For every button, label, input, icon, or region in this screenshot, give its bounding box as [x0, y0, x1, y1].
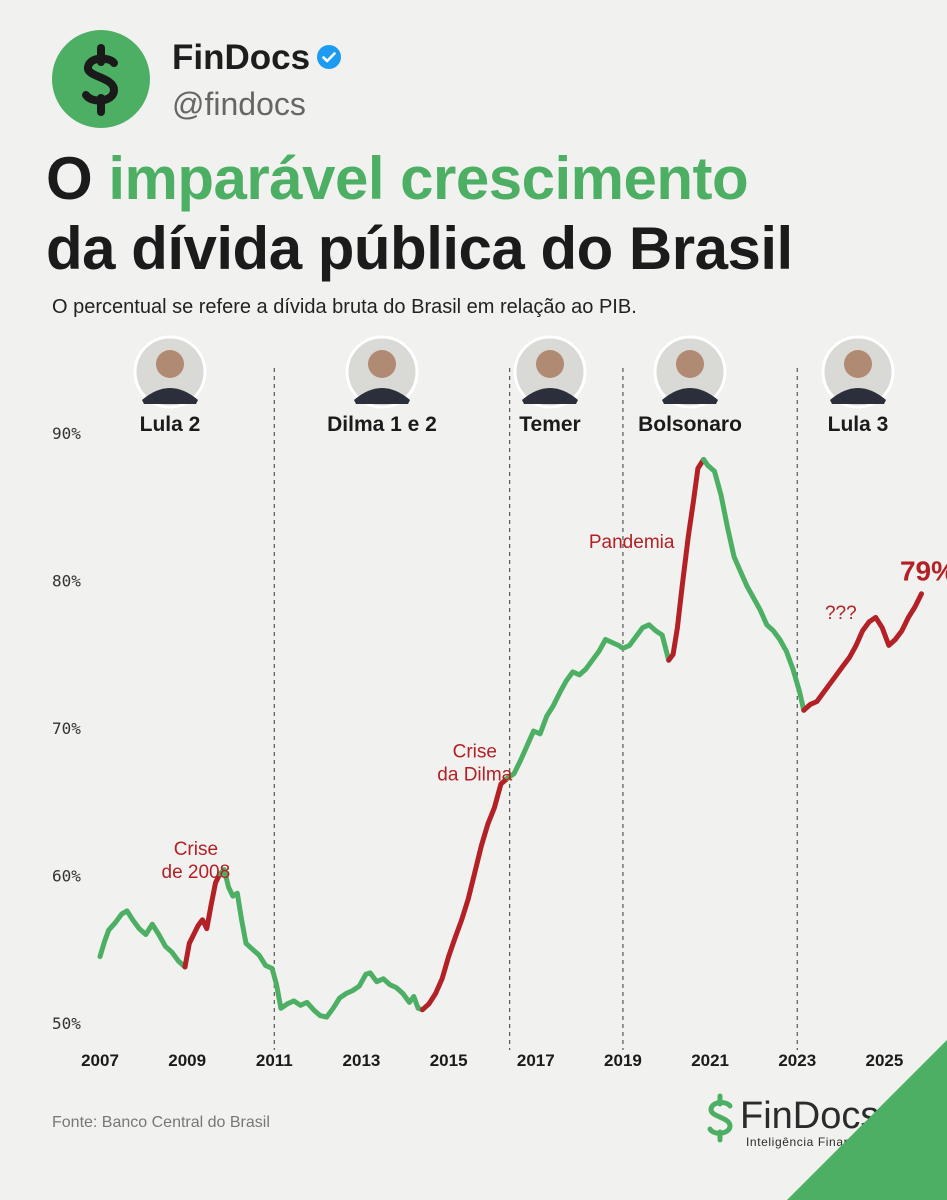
x-tick-label: 2015 [430, 1051, 468, 1070]
debt-line [97, 457, 924, 1020]
brand-dollar-icon [707, 1093, 733, 1143]
period-label: Bolsonaro [638, 413, 742, 436]
page-title: O imparável crescimento da dívida públic… [46, 144, 926, 284]
account-handle[interactable]: @findocs [172, 86, 306, 122]
event-annotation: ??? [825, 603, 857, 624]
period-headers: Lula 2 Dilma 1 e 2 Temer Bolsonaro Lula 3 [133, 335, 895, 436]
x-tick-label: 2017 [517, 1051, 555, 1070]
debt-chart: Lula 2 Dilma 1 e 2 Temer Bolsonaro Lula 3 90… [52, 335, 947, 1070]
x-tick-label: 2019 [604, 1051, 642, 1070]
event-annotation: Crise da Dilma [437, 742, 512, 786]
corner-accent [787, 1040, 947, 1200]
account-name[interactable]: FinDocs [172, 38, 342, 78]
period-label: Temer [519, 413, 580, 436]
temer-portrait-icon [513, 335, 587, 409]
verified-badge-icon [317, 44, 342, 69]
account-name-text: FinDocs [172, 38, 311, 77]
y-tick-label: 50% [52, 1014, 81, 1033]
period-dividers [273, 368, 798, 1050]
chart-subtitle: O percentual se refere a dívida bruta do… [52, 296, 637, 318]
debt-line-segment-green [701, 457, 807, 713]
x-tick-label: 2011 [256, 1051, 293, 1070]
y-tick-label: 60% [52, 867, 81, 886]
y-axis-ticks: 90% 80% 70% 60% 50% [52, 424, 81, 1033]
x-tick-label: 2007 [81, 1051, 119, 1070]
debt-line-segment-red [420, 775, 510, 1013]
debt-line-segment-green [97, 908, 188, 970]
lula-portrait-icon [821, 335, 895, 409]
dilma-portrait-icon [345, 335, 419, 409]
debt-line-segment-green [505, 622, 672, 781]
latest-value-label: 79% [900, 556, 947, 587]
tweet-header: FinDocs @findocs [52, 30, 752, 130]
title-highlight: imparável crescimento [108, 145, 749, 212]
y-tick-label: 90% [52, 424, 81, 443]
source-note: Fonte: Banco Central do Brasil [52, 1114, 270, 1131]
debt-line-segment-red [801, 591, 924, 713]
period-label: Lula 3 [828, 413, 889, 436]
debt-line-segment-red [666, 457, 707, 663]
x-tick-label: 2021 [691, 1051, 729, 1070]
y-tick-label: 70% [52, 719, 81, 738]
debt-line-segment-green [217, 867, 425, 1020]
title-prefix: O [46, 145, 109, 212]
period-label: Lula 2 [140, 413, 201, 436]
event-annotation: Crise de 2008 [162, 839, 231, 883]
x-tick-label: 2009 [168, 1051, 206, 1070]
debt-line-segment-red [182, 871, 223, 970]
x-axis-ticks: 2007 2009 2011 2013 2015 2017 2019 2021 2023 2025 [81, 1051, 903, 1070]
bolsonaro-portrait-icon [653, 335, 727, 409]
dollar-icon [82, 44, 119, 116]
event-annotation: Pandemia [589, 532, 675, 553]
period-label: Dilma 1 e 2 [327, 413, 437, 436]
title-line2: da dívida pública do Brasil [46, 215, 793, 282]
avatar[interactable] [52, 30, 150, 128]
y-tick-label: 80% [52, 572, 81, 591]
x-tick-label: 2013 [343, 1051, 381, 1070]
lula-portrait-icon [133, 335, 207, 409]
